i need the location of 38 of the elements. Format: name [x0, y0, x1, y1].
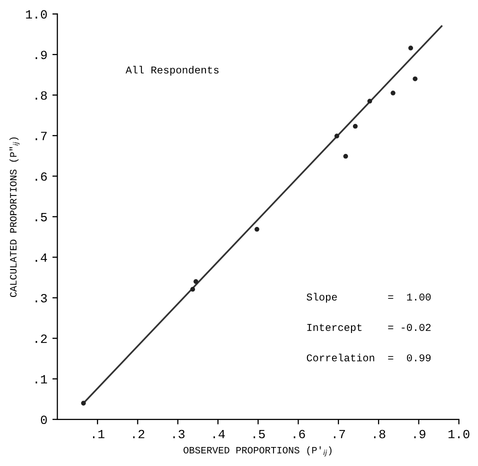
x-tick-label: .7: [334, 430, 345, 438]
y-tick-label: .8: [36, 91, 47, 100]
y-tick-label: 0: [40, 416, 47, 424]
x-tick-label: 1.0: [448, 430, 470, 438]
x-tick-label: .9: [414, 430, 426, 438]
x-tick-label: .5: [254, 430, 265, 438]
point: [254, 226, 260, 232]
point: [352, 124, 358, 129]
x-tick-label: .8: [374, 430, 386, 438]
y-tick-label: .1: [36, 375, 48, 384]
y-axis-title: CALCULATED PROPORTIONS (P″$_{ij}$): [9, 137, 20, 297]
annotation: Correlation = 0.99: [306, 354, 431, 362]
point: [193, 279, 198, 284]
point: [390, 90, 396, 96]
point: [343, 154, 348, 159]
annotation: Intercept = -0.02: [307, 324, 431, 334]
point: [334, 134, 340, 138]
y-tick-label: 1.0: [26, 10, 47, 19]
y-tick-label: .3: [36, 294, 47, 302]
y-tick-label: .7: [36, 132, 47, 140]
y-tick-label: .5: [36, 212, 47, 222]
y-tick-label: .9: [36, 50, 47, 60]
point: [81, 400, 86, 406]
x-tick-label: .1: [93, 430, 104, 438]
y-tick-label: .6: [36, 172, 47, 181]
x-tick-label: .2: [133, 430, 144, 438]
point: [190, 286, 196, 292]
y-tick-label: .2: [36, 334, 47, 343]
point: [408, 46, 414, 50]
y-tick-label: .4: [36, 254, 47, 262]
x-tick-label: .4: [213, 430, 225, 438]
x-tick-label: .6: [294, 430, 305, 438]
x-tick-label: .3: [173, 430, 185, 438]
x-axis-title: OBSERVED PROPORTIONS (P′$_{ij}$): [184, 446, 332, 456]
point: [412, 76, 418, 82]
annotation: Slope = 1.00: [306, 292, 431, 303]
annotation: All Respondents: [126, 66, 219, 76]
point: [367, 98, 372, 104]
